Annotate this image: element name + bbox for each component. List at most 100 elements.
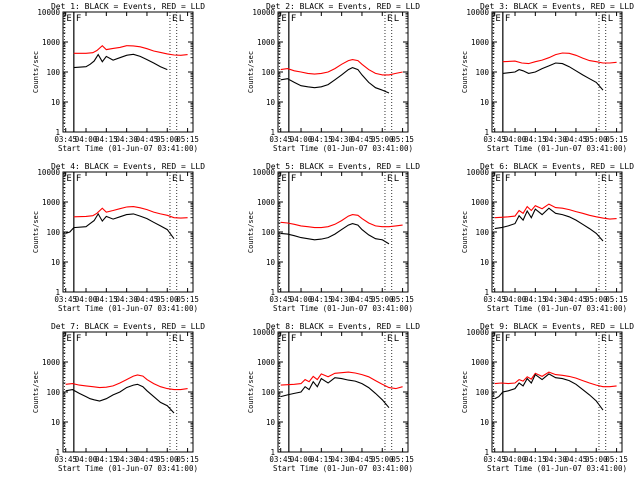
plot-frame bbox=[277, 331, 409, 453]
x-tick-label: 04:45 bbox=[351, 135, 374, 144]
x-tick-label: 03:45 bbox=[269, 135, 292, 144]
event-marker-label: E bbox=[281, 334, 286, 344]
y-tick-label: 1000 bbox=[257, 198, 276, 207]
y-tick-label: 10000 bbox=[37, 168, 60, 177]
y-tick-label: 1 bbox=[270, 448, 275, 457]
y-axis-label: Counts/sec bbox=[461, 371, 469, 413]
y-tick-label: 1000 bbox=[42, 358, 61, 367]
x-axis-label: Start Time (01-Jun-07 03:41:00) bbox=[487, 464, 627, 473]
x-tick-label: 04:15 bbox=[95, 295, 118, 304]
x-tick-label: 05:00 bbox=[156, 295, 179, 304]
y-axis-label: Counts/sec bbox=[247, 371, 255, 413]
x-tick-label: 04:15 bbox=[524, 455, 547, 464]
y-tick-label: 1000 bbox=[42, 38, 61, 47]
y-tick-label: 10 bbox=[266, 98, 276, 107]
panel-title: Det 6: BLACK = Events, RED = LLD bbox=[480, 162, 634, 171]
x-tick-label: 04:15 bbox=[95, 455, 118, 464]
event-marker-label: E bbox=[66, 334, 71, 344]
y-tick-label: 1 bbox=[270, 288, 275, 297]
x-tick-label: 05:00 bbox=[156, 135, 179, 144]
x-tick-label: 05:15 bbox=[391, 295, 414, 304]
x-tick-label: 05:15 bbox=[391, 455, 414, 464]
x-tick-label: 04:15 bbox=[310, 135, 333, 144]
x-tick-label: 04:00 bbox=[75, 455, 98, 464]
plot-frame bbox=[277, 11, 409, 133]
x-tick-label: 04:00 bbox=[75, 135, 98, 144]
y-tick-label: 10000 bbox=[252, 8, 275, 17]
x-tick-label: 05:00 bbox=[585, 295, 608, 304]
event-marker-label: E bbox=[281, 174, 286, 184]
series-line bbox=[65, 383, 175, 414]
series-line bbox=[65, 212, 175, 240]
x-tick-label: 04:45 bbox=[351, 295, 374, 304]
panel-title: Det 2: BLACK = Events, RED = LLD bbox=[266, 2, 420, 11]
y-tick-label: 10000 bbox=[37, 8, 60, 17]
detector-panel: Det 8: BLACK = Events, RED = LLD 1 10 100 10… bbox=[247, 322, 420, 473]
x-axis-label: Start Time (01-Jun-07 03:41:00) bbox=[58, 144, 198, 153]
series-line bbox=[280, 223, 390, 245]
series-line bbox=[280, 59, 403, 76]
panel-title: Det 1: BLACK = Events, RED = LLD bbox=[51, 2, 205, 11]
y-tick-label: 1000 bbox=[471, 358, 490, 367]
detector-panel: Det 5: BLACK = Events, RED = LLD 1 10 100 10… bbox=[247, 162, 420, 313]
y-tick-label: 10 bbox=[480, 258, 490, 267]
x-axis-label: Start Time (01-Jun-07 03:41:00) bbox=[487, 304, 627, 313]
x-tick-label: 05:00 bbox=[371, 295, 394, 304]
series-line bbox=[73, 206, 188, 219]
y-tick-label: 1 bbox=[484, 128, 489, 137]
x-axis-label: Start Time (01-Jun-07 03:41:00) bbox=[487, 144, 627, 153]
x-axis-label: Start Time (01-Jun-07 03:41:00) bbox=[58, 464, 198, 473]
x-tick-label: 04:30 bbox=[330, 455, 353, 464]
x-tick-label: 04:00 bbox=[290, 295, 313, 304]
x-tick-label: 03:45 bbox=[54, 135, 77, 144]
x-tick-label: 03:45 bbox=[483, 455, 506, 464]
y-tick-label: 1 bbox=[484, 448, 489, 457]
x-tick-label: 05:15 bbox=[176, 135, 199, 144]
plot-frame bbox=[277, 171, 409, 293]
series-line bbox=[280, 377, 390, 409]
detector-panel: Det 4: BLACK = Events, RED = LLD 1 10 100 10… bbox=[32, 162, 205, 313]
y-tick-label: 1000 bbox=[257, 38, 276, 47]
event-marker-label: F bbox=[505, 14, 510, 24]
x-tick-label: 04:30 bbox=[115, 455, 138, 464]
event-marker-label: E bbox=[281, 14, 286, 24]
y-tick-label: 10000 bbox=[252, 168, 275, 177]
y-tick-label: 100 bbox=[475, 68, 489, 77]
plot-frame bbox=[62, 11, 194, 133]
x-tick-label: 05:15 bbox=[605, 295, 628, 304]
detector-panel: Det 1: BLACK = Events, RED = LLD 1 10 100 10… bbox=[32, 2, 205, 153]
event-marker-label: L bbox=[394, 334, 399, 344]
y-tick-label: 1000 bbox=[471, 198, 490, 207]
series-line bbox=[73, 53, 168, 71]
x-axis-label: Start Time (01-Jun-07 03:41:00) bbox=[273, 464, 413, 473]
y-axis-label: Counts/sec bbox=[32, 211, 40, 253]
y-tick-label: 10000 bbox=[252, 328, 275, 337]
x-tick-label: 04:15 bbox=[95, 135, 118, 144]
event-marker-label: F bbox=[76, 334, 81, 344]
x-axis-label: Start Time (01-Jun-07 03:41:00) bbox=[273, 144, 413, 153]
x-tick-label: 05:15 bbox=[391, 135, 414, 144]
x-tick-label: 05:00 bbox=[371, 135, 394, 144]
plot-frame bbox=[491, 331, 623, 453]
detector-panel: Det 9: BLACK = Events, RED = LLD 1 10 100 10… bbox=[461, 322, 634, 473]
series-line bbox=[502, 52, 617, 65]
x-tick-label: 04:00 bbox=[75, 295, 98, 304]
x-tick-label: 04:30 bbox=[544, 135, 567, 144]
x-tick-label: 05:00 bbox=[156, 455, 179, 464]
y-tick-label: 1000 bbox=[257, 358, 276, 367]
y-tick-label: 1 bbox=[55, 448, 60, 457]
series-line bbox=[502, 62, 604, 91]
panel-title: Det 8: BLACK = Events, RED = LLD bbox=[266, 322, 420, 331]
x-tick-label: 03:45 bbox=[54, 295, 77, 304]
y-tick-label: 1000 bbox=[471, 38, 490, 47]
panel-title: Det 3: BLACK = Events, RED = LLD bbox=[480, 2, 634, 11]
panel-title: Det 4: BLACK = Events, RED = LLD bbox=[51, 162, 205, 171]
y-tick-label: 100 bbox=[261, 68, 275, 77]
y-tick-label: 10 bbox=[51, 418, 61, 427]
event-marker-label: L bbox=[608, 14, 613, 24]
series-line bbox=[73, 44, 188, 56]
event-marker-label: L bbox=[179, 14, 184, 24]
x-tick-label: 04:45 bbox=[565, 295, 588, 304]
y-tick-label: 1 bbox=[484, 288, 489, 297]
detector-panel: Det 7: BLACK = Events, RED = LLD 1 10 100 10… bbox=[32, 322, 205, 473]
